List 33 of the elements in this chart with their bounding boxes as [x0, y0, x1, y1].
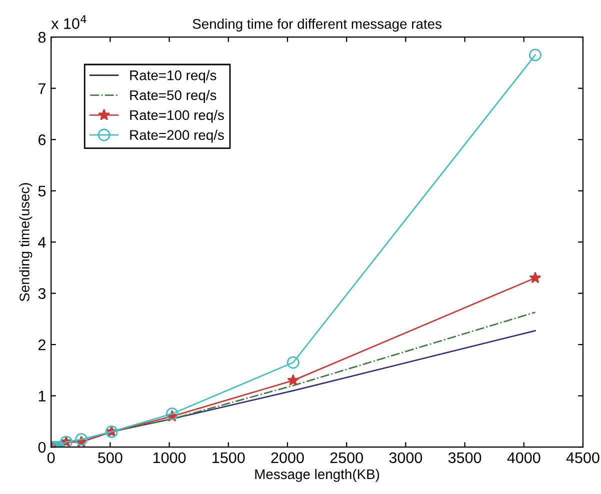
x-tick-label: 500: [98, 452, 122, 464]
y-tick-label: 1: [38, 390, 46, 402]
y-tick-label: 3: [38, 288, 46, 299]
y-tick-label: 6: [38, 134, 46, 146]
x-tick-label: 3000: [389, 452, 422, 464]
y-tick-label: 2: [38, 339, 46, 350]
text: x 10$^{4}$: [51, 15, 86, 30]
x-tick-label: 2000: [271, 452, 304, 464]
point: [529, 272, 542, 284]
legend-label: Rate=50 req/s: [130, 90, 216, 103]
x-tick-label: 1000: [153, 452, 186, 464]
y-tick-label: 7: [38, 83, 46, 94]
y-tick-label: 0: [38, 442, 46, 453]
y-tick-label: 8: [38, 32, 46, 43]
x-tick-label: 4000: [507, 452, 540, 464]
legend-label: Rate=200 req/s: [130, 130, 224, 143]
y-axis-title: Sending time(usec): [19, 183, 32, 302]
chart-title: Sending time for different message rates: [192, 18, 442, 32]
x-tick-label: 2500: [330, 452, 363, 464]
x-tick-label: 1500: [212, 452, 245, 464]
y-tick-label: 4: [38, 237, 46, 248]
point: [287, 374, 300, 386]
legend-label: Rate=10 req/s: [130, 70, 216, 83]
x-tick-label: 3500: [448, 452, 482, 464]
legend-label: Rate=100 req/s: [130, 110, 224, 123]
point: [528, 48, 542, 62]
point: [286, 356, 300, 369]
point: [166, 408, 178, 420]
y-tick-label: 5: [38, 186, 46, 196]
x-axis-title: Message length(KB): [255, 468, 380, 482]
point: [75, 433, 88, 446]
x-tick-label: 0: [47, 452, 55, 464]
x-tick-label: 4500: [566, 452, 600, 464]
